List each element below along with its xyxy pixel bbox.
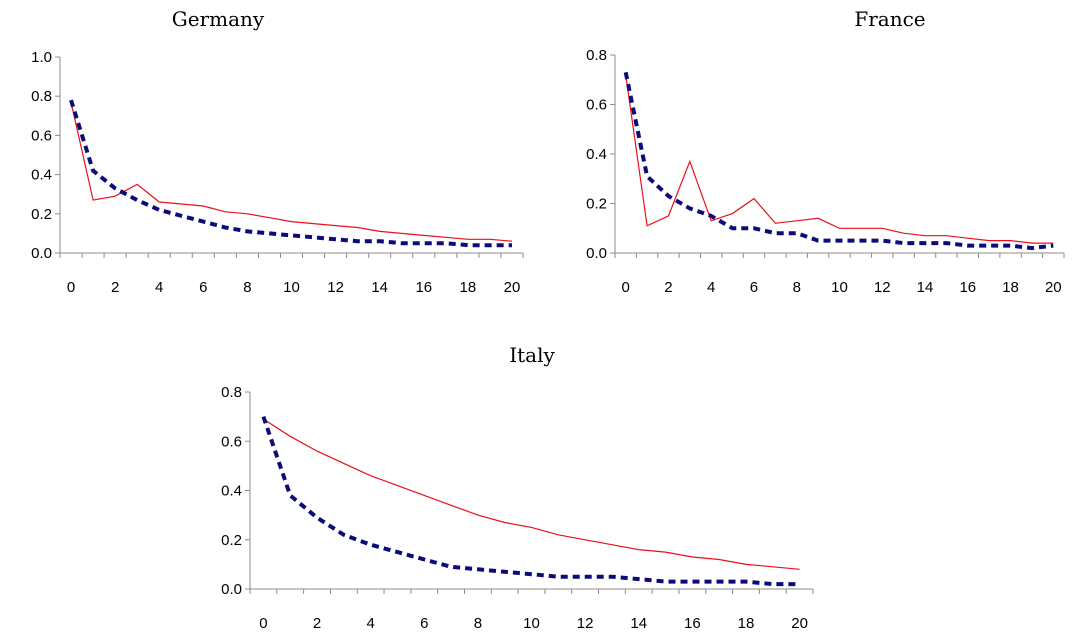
y-tick-label: 0.0 <box>31 245 52 262</box>
chart-germany: Germany 0.0 0.2 0.4 0.6 0.8 1.0 0 2 4 6 8 10 12 14 16 18… <box>31 7 524 296</box>
y-tick-label: 0.0 <box>586 245 607 262</box>
x-tick-label: 14 <box>917 279 934 296</box>
series-line-dashed <box>261 415 800 587</box>
y-tick-label: 0.4 <box>586 146 607 163</box>
x-tick-label: 0 <box>622 279 630 296</box>
chart-title: France <box>854 7 925 31</box>
x-tick-label: 14 <box>630 615 647 632</box>
y-tick-label: 0.8 <box>31 88 52 105</box>
x-tick-label: 16 <box>959 279 976 296</box>
x-tick-label: 10 <box>831 279 848 296</box>
x-tick-label: 0 <box>67 279 75 296</box>
y-tick-label: 0.2 <box>31 206 52 223</box>
x-tick-label: 4 <box>155 279 163 296</box>
y-tick-label: 0.0 <box>221 581 242 598</box>
x-tick-label: 8 <box>793 279 801 296</box>
chart-italy: Italy 0.0 0.2 0.4 0.6 0.8 0 2 4 6 8 10 12 14 16 18 20 <box>221 343 814 632</box>
chart-title: Italy <box>509 343 555 367</box>
y-tick-label: 0.6 <box>221 433 242 450</box>
x-tick-label: 16 <box>684 615 701 632</box>
x-tick-label: 12 <box>577 615 594 632</box>
series-line-solid <box>625 74 1054 244</box>
y-tick-label: 1.0 <box>31 49 52 66</box>
y-tick-label: 0.8 <box>586 47 607 64</box>
y-tick-label: 0.4 <box>31 167 52 184</box>
x-tick-label: 10 <box>523 615 540 632</box>
series-line-solid <box>70 101 513 242</box>
x-tick-label: 2 <box>111 279 119 296</box>
x-tick-label: 4 <box>707 279 715 296</box>
x-tick-label: 4 <box>366 615 374 632</box>
x-tick-label: 8 <box>243 279 251 296</box>
x-tick-label: 18 <box>460 279 477 296</box>
x-tick-label: 18 <box>1002 279 1019 296</box>
y-tick-label: 0.6 <box>31 127 52 144</box>
x-tick-label: 2 <box>313 615 321 632</box>
x-tick-label: 6 <box>199 279 207 296</box>
y-tick-label: 0.8 <box>221 384 242 401</box>
y-tick-label: 0.2 <box>586 196 607 213</box>
x-tick-label: 12 <box>327 279 344 296</box>
series-line-dashed <box>623 71 1054 251</box>
x-tick-label: 0 <box>259 615 267 632</box>
y-tick-label: 0.2 <box>221 532 242 549</box>
x-tick-label: 20 <box>1045 279 1062 296</box>
x-tick-label: 12 <box>874 279 891 296</box>
x-tick-label: 2 <box>664 279 672 296</box>
chart-france: France 0.0 0.2 0.4 0.6 0.8 0 2 4 6 8 10 12 14 16 18 20 <box>586 7 1065 296</box>
x-tick-label: 20 <box>504 279 521 296</box>
x-tick-label: 16 <box>415 279 432 296</box>
x-tick-label: 18 <box>738 615 755 632</box>
series-line-dashed <box>69 99 512 248</box>
x-tick-label: 14 <box>371 279 388 296</box>
y-tick-label: 0.4 <box>221 483 242 500</box>
x-tick-label: 10 <box>283 279 300 296</box>
series-line-solid <box>263 418 800 570</box>
x-tick-label: 8 <box>474 615 482 632</box>
x-tick-label: 6 <box>750 279 758 296</box>
y-tick-label: 0.6 <box>586 97 607 114</box>
chart-title: Germany <box>172 7 265 31</box>
x-tick-label: 6 <box>420 615 428 632</box>
x-tick-label: 20 <box>791 615 808 632</box>
